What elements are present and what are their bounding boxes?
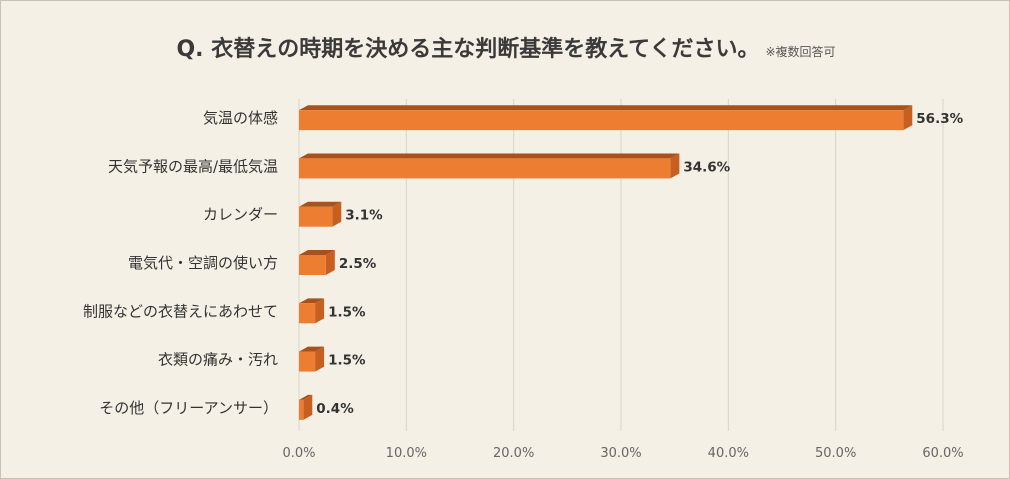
data-label: 2.5% (339, 256, 377, 272)
data-label: 34.6% (683, 159, 730, 175)
chart-title-text: Q. 衣替えの時期を決める主な判断基準を教えてください。 (176, 37, 760, 62)
category-label: その他（フリーアンサー） (99, 399, 278, 417)
chart-note: ※複数回答可 (765, 45, 836, 59)
category-label: 気温の体感 (203, 109, 278, 127)
bar-side (325, 250, 335, 275)
bar (299, 255, 326, 275)
bar (299, 206, 333, 227)
bar-top (299, 201, 342, 207)
category-label: 天気予報の最高/最低気温 (108, 157, 278, 175)
x-tick-label: 50.0% (815, 446, 856, 461)
data-label: 3.1% (345, 208, 383, 224)
bar-top (299, 298, 325, 304)
x-tick-label: 0.0% (282, 446, 315, 461)
data-label: 1.5% (328, 353, 366, 369)
bar-side (670, 153, 680, 179)
bar-top (299, 105, 913, 111)
bar-top (299, 394, 313, 400)
bar-side (315, 298, 325, 324)
bar-side (903, 105, 913, 131)
category-label: 電気代・空調の使い方 (128, 254, 278, 272)
data-label: 1.5% (328, 304, 366, 320)
bar (299, 158, 671, 179)
x-tick-label: 10.0% (386, 446, 427, 461)
x-tick-label: 30.0% (600, 446, 641, 461)
bar (299, 110, 904, 131)
bar-top (299, 250, 335, 255)
bar-side (315, 346, 325, 372)
data-label: 0.4% (316, 401, 354, 417)
bar (299, 351, 316, 372)
bar (299, 303, 316, 324)
bar-top (299, 346, 325, 352)
category-label: カレンダー (203, 206, 278, 224)
x-tick-label: 20.0% (493, 446, 534, 461)
bar (299, 399, 304, 420)
category-label: 衣類の痛み・汚れ (158, 351, 278, 369)
x-tick-label: 60.0% (922, 446, 963, 461)
bar-side (303, 394, 313, 420)
data-label: 56.3% (916, 111, 963, 127)
bar-top (299, 153, 680, 159)
bar-side (332, 201, 342, 227)
category-label: 制服などの衣替えにあわせて (83, 302, 278, 320)
x-tick-label: 40.0% (708, 446, 749, 461)
chart-title: Q. 衣替えの時期を決める主な判断基準を教えてください。 ※複数回答可 (1, 31, 1010, 63)
